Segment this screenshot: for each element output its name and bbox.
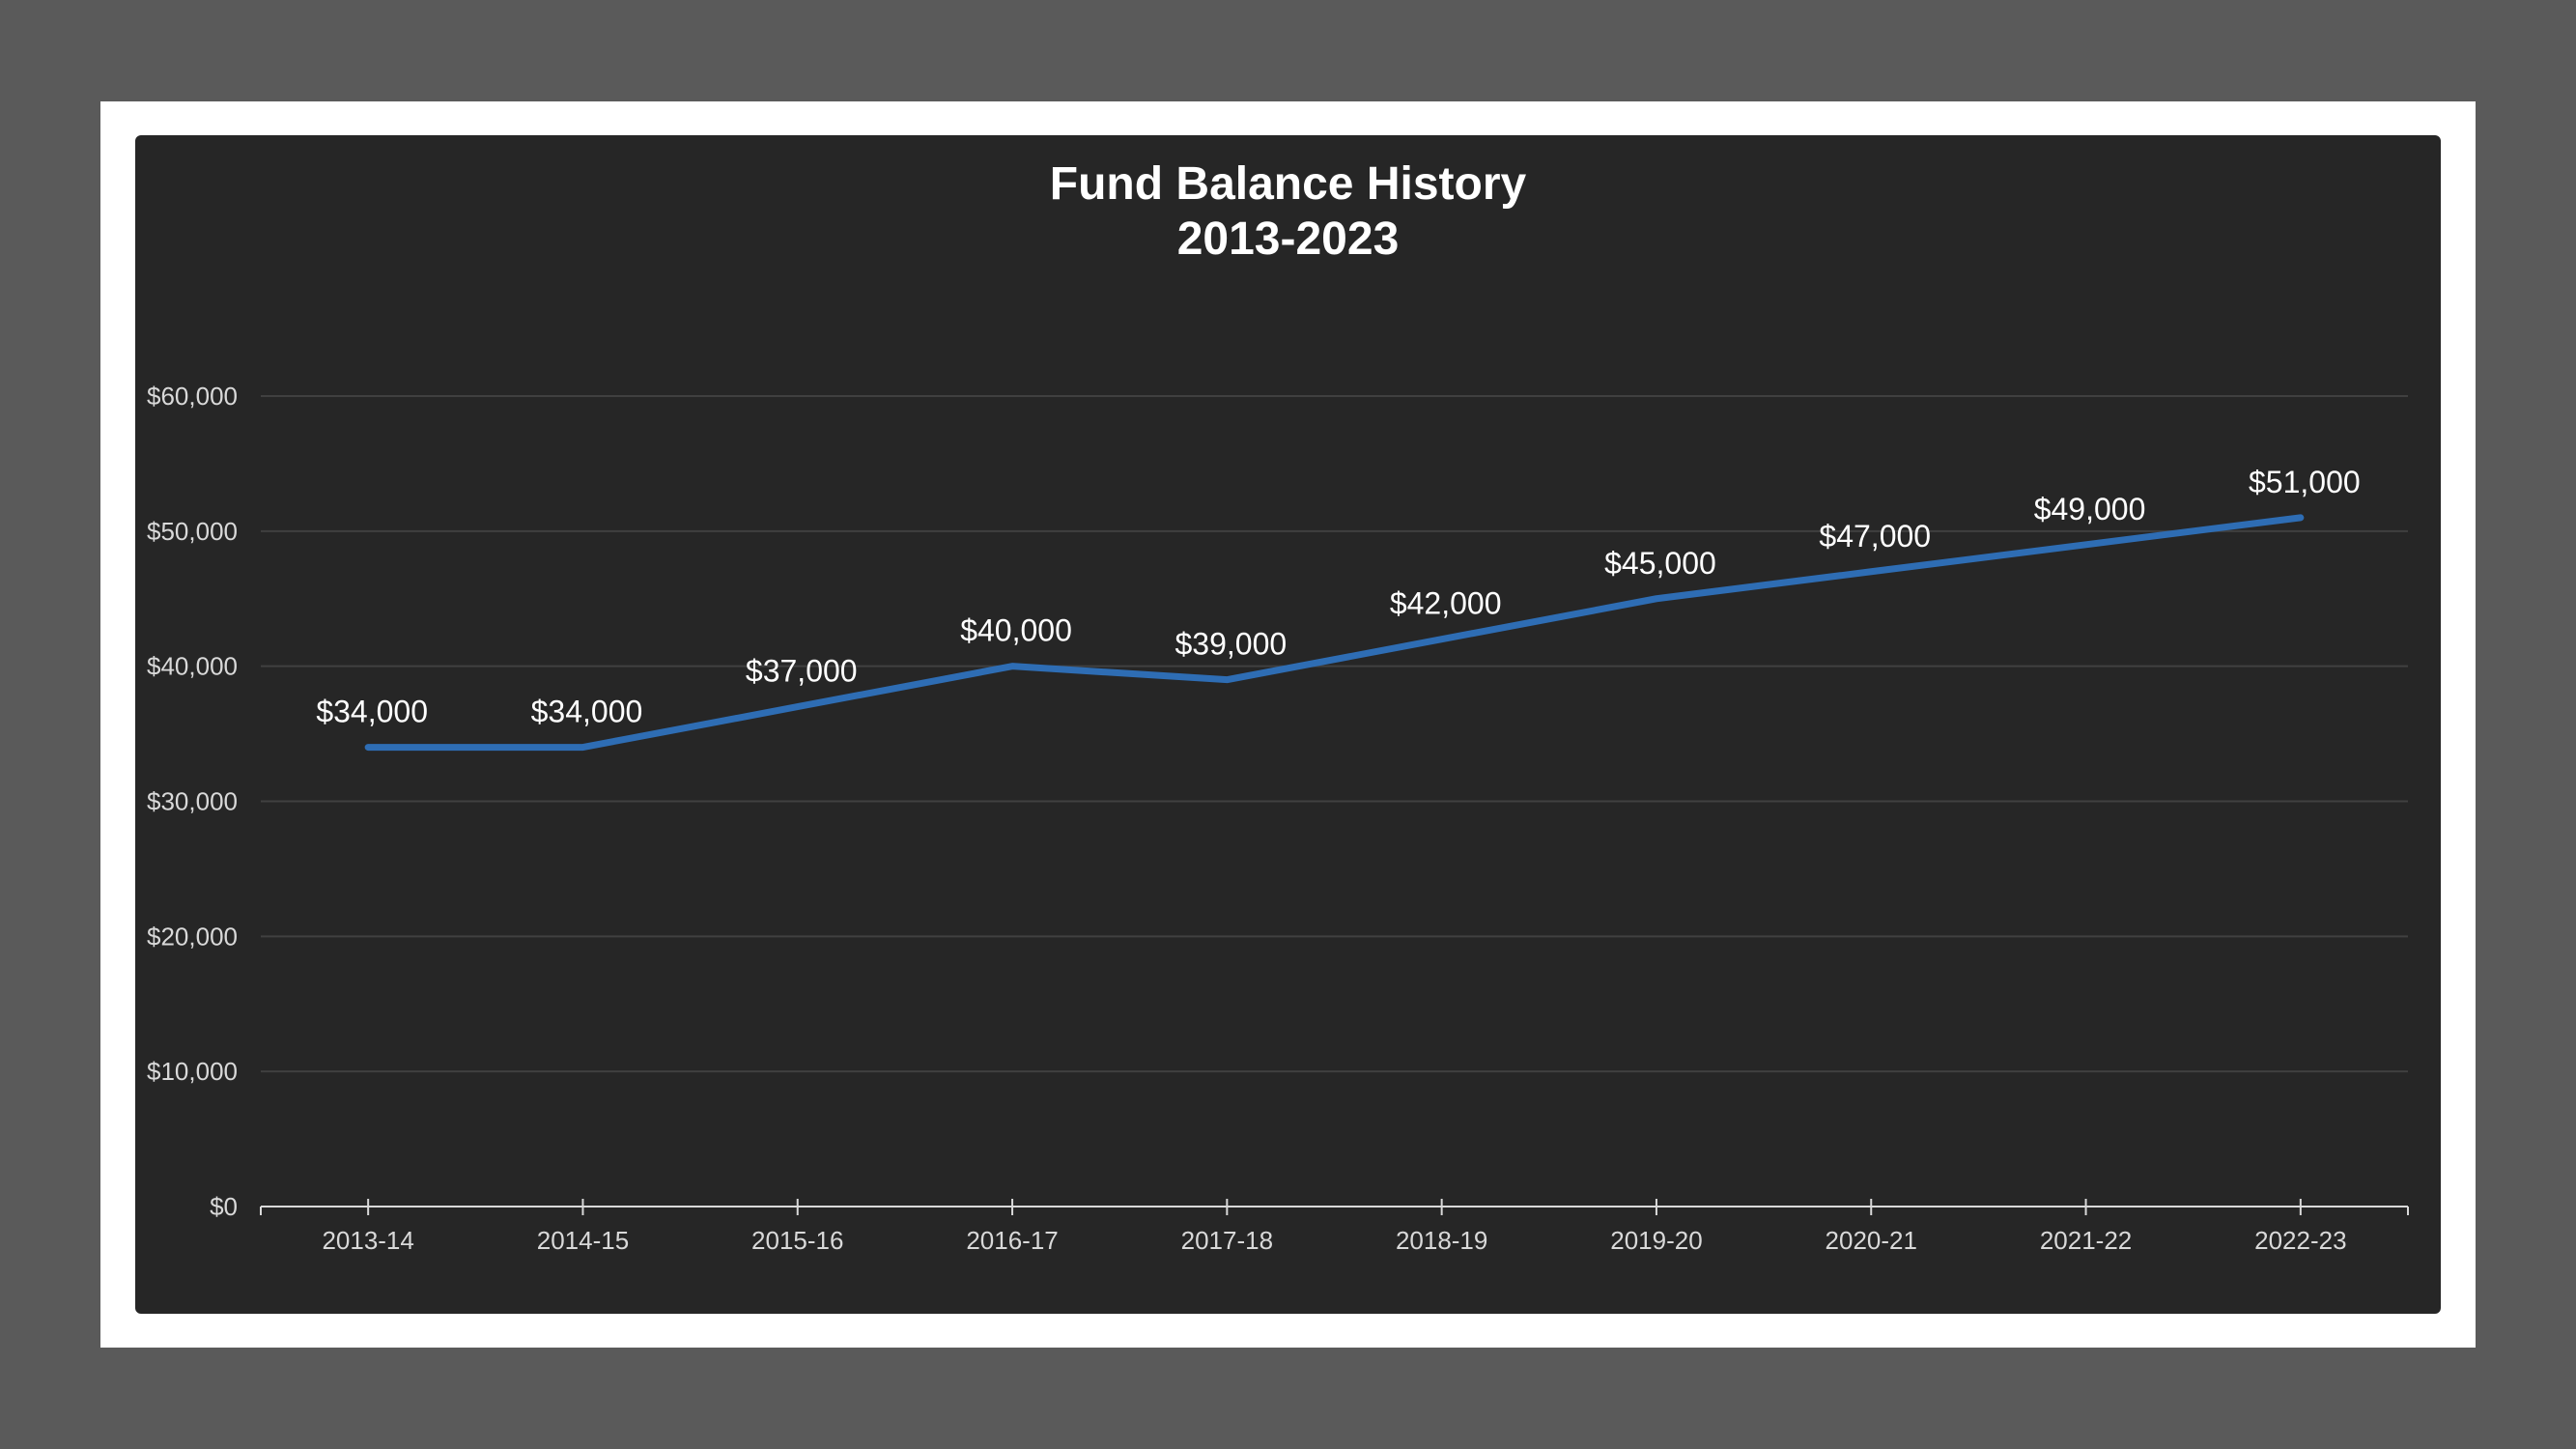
x-tick-label: 2016-17 (966, 1226, 1058, 1255)
data-point (1653, 595, 1659, 602)
x-tick-label: 2015-16 (751, 1226, 843, 1255)
line-chart: $0 $10,000 $20,000 $30,000 $40,000 $50,000 $60… (147, 382, 2409, 1255)
y-tick-label: $10,000 (147, 1057, 238, 1086)
data-label: $37,000 (746, 654, 858, 689)
y-tick-label: $20,000 (147, 922, 238, 951)
data-point (2297, 514, 2304, 521)
y-tick-label: $0 (210, 1192, 238, 1221)
data-point (2082, 541, 2089, 548)
data-label: $34,000 (531, 695, 643, 729)
x-tick-label: 2017-18 (1181, 1226, 1273, 1255)
data-label: $34,000 (316, 695, 428, 729)
data-label: $47,000 (1819, 519, 1931, 554)
data-point (1009, 663, 1016, 669)
data-label: $45,000 (1604, 546, 1716, 581)
series-line-group (364, 514, 2305, 752)
x-tick-label: 2013-14 (322, 1226, 413, 1255)
chart-title: Fund Balance History 2013-2023 (135, 156, 2441, 267)
data-point (1438, 636, 1445, 642)
x-tick-label: 2020-21 (1826, 1226, 1917, 1255)
data-label: $49,000 (2034, 492, 2146, 526)
chart-title-line: Fund Balance History (1049, 158, 1527, 210)
data-labels: $34,000 $34,000 $37,000 $40,000 $39,000 $42,0… (316, 465, 2360, 729)
data-point (794, 703, 801, 710)
chart-subtitle-line: 2013-2023 (1176, 213, 1400, 265)
data-label: $39,000 (1175, 627, 1288, 662)
y-tick-label: $60,000 (147, 382, 238, 411)
data-label: $51,000 (2249, 465, 2361, 499)
x-tick-label: 2019-20 (1610, 1226, 1702, 1255)
data-label: $42,000 (1390, 586, 1502, 621)
x-tick-label: 2014-15 (537, 1226, 629, 1255)
data-point (1868, 568, 1875, 575)
data-point (580, 744, 586, 751)
x-tick-label: 2022-23 (2254, 1226, 2346, 1255)
x-axis: 2013-14 2014-15 2015-16 2016-17 2017-18 2018-… (260, 1199, 2409, 1255)
y-tick-label: $40,000 (147, 652, 238, 681)
y-tick-label: $50,000 (147, 517, 238, 546)
y-axis: $0 $10,000 $20,000 $30,000 $40,000 $50,000 $60… (147, 382, 238, 1221)
x-tick-label: 2018-19 (1396, 1226, 1487, 1255)
chart-panel: Fund Balance History 2013-2023 $0 $10,000… (135, 135, 2441, 1314)
data-point (365, 744, 372, 751)
gridlines (261, 395, 2408, 1073)
series-line (364, 514, 2305, 752)
x-tick-label: 2021-22 (2040, 1226, 2132, 1255)
data-label: $40,000 (960, 613, 1072, 648)
data-point (1224, 676, 1231, 683)
y-tick-label: $30,000 (147, 787, 238, 816)
